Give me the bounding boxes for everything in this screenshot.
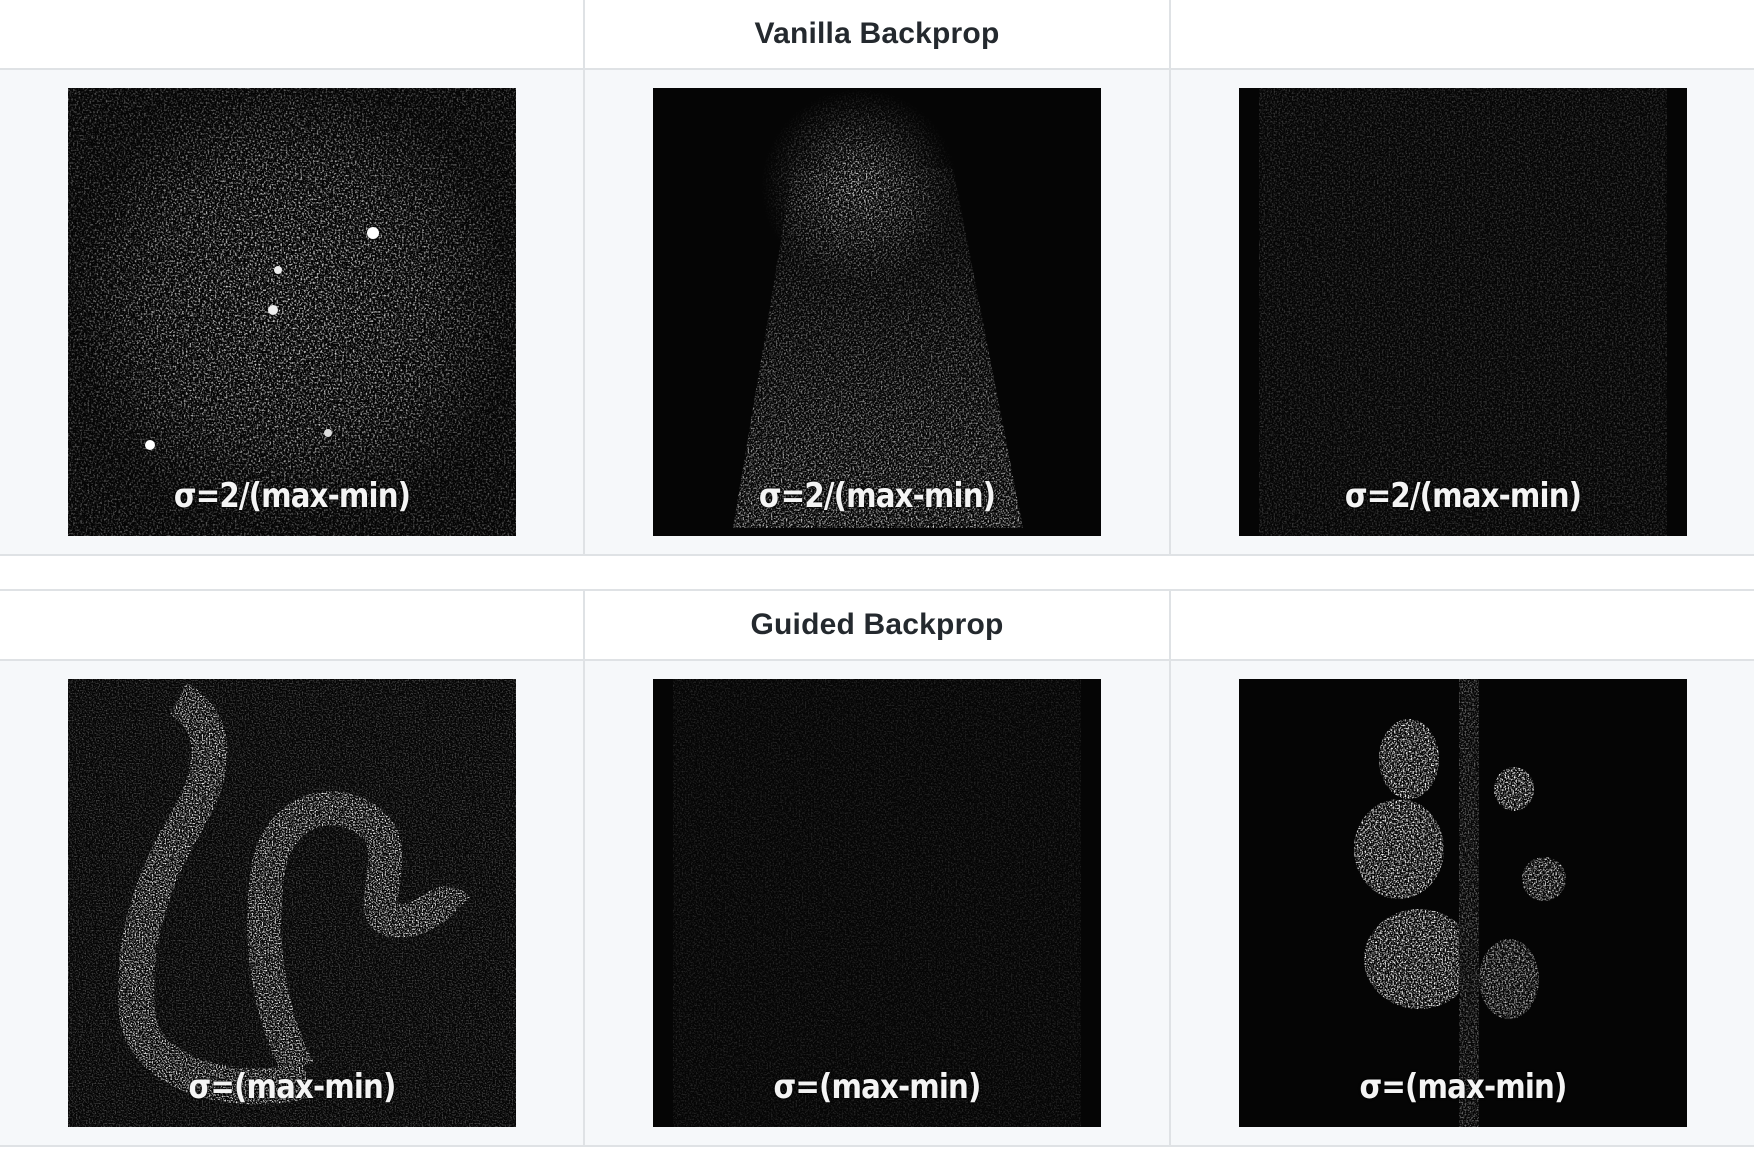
guided-backprop-table: Guided Backprop [0, 589, 1754, 1147]
vanilla-backprop-table: Vanilla Backprop [0, 0, 1754, 556]
vanilla-table: Vanilla Backprop [0, 0, 1754, 556]
guided-header-cell-left [0, 589, 585, 661]
guided-image-row: σ=(max-min) [0, 659, 1754, 1147]
vanilla-cell-2: σ=2/(max-min) [583, 68, 1171, 556]
guided-saliency-map-2-icon [653, 679, 1101, 1127]
vanilla-saliency-image-1: σ=2/(max-min) [67, 88, 516, 536]
guided-saliency-map-3-icon [1238, 679, 1687, 1127]
guided-header-cell-right [1169, 589, 1754, 661]
vanilla-saliency-image-2: σ=2/(max-min) [653, 88, 1101, 536]
guided-saliency-image-2: σ=(max-min) [653, 679, 1101, 1127]
guided-header-title: Guided Backprop [583, 589, 1171, 661]
guided-saliency-image-3: σ=(max-min) [1238, 679, 1687, 1127]
guided-cell-2: σ=(max-min) [583, 659, 1171, 1147]
vanilla-saliency-map-1-icon [67, 88, 516, 536]
guided-saliency-map-1-icon [67, 679, 516, 1127]
vanilla-header-row: Vanilla Backprop [0, 0, 1754, 70]
vanilla-image-row: σ=2/(max-min) [0, 68, 1754, 556]
guided-caption-2: σ=(max-min) [773, 1067, 981, 1107]
vanilla-header-cell-left [0, 0, 585, 70]
vanilla-saliency-image-3: σ=2/(max-min) [1238, 88, 1687, 536]
vanilla-header-title: Vanilla Backprop [583, 0, 1171, 70]
guided-cell-3: σ=(max-min) [1169, 659, 1754, 1147]
vanilla-caption-3: σ=2/(max-min) [1344, 476, 1581, 516]
vanilla-caption-1: σ=2/(max-min) [173, 476, 410, 516]
vanilla-saliency-map-2-icon [653, 88, 1101, 536]
guided-cell-1: σ=(max-min) [0, 659, 585, 1147]
guided-header-row: Guided Backprop [0, 589, 1754, 661]
vanilla-cell-1: σ=2/(max-min) [0, 68, 585, 556]
vanilla-header-cell-right [1169, 0, 1754, 70]
guided-caption-3: σ=(max-min) [1358, 1067, 1567, 1107]
vanilla-caption-2: σ=2/(max-min) [758, 476, 996, 516]
guided-caption-1: σ=(max-min) [187, 1067, 396, 1107]
guided-table: Guided Backprop [0, 589, 1754, 1147]
guided-saliency-image-1: σ=(max-min) [67, 679, 516, 1127]
vanilla-saliency-map-3-icon [1238, 88, 1687, 536]
vanilla-cell-3: σ=2/(max-min) [1169, 68, 1754, 556]
